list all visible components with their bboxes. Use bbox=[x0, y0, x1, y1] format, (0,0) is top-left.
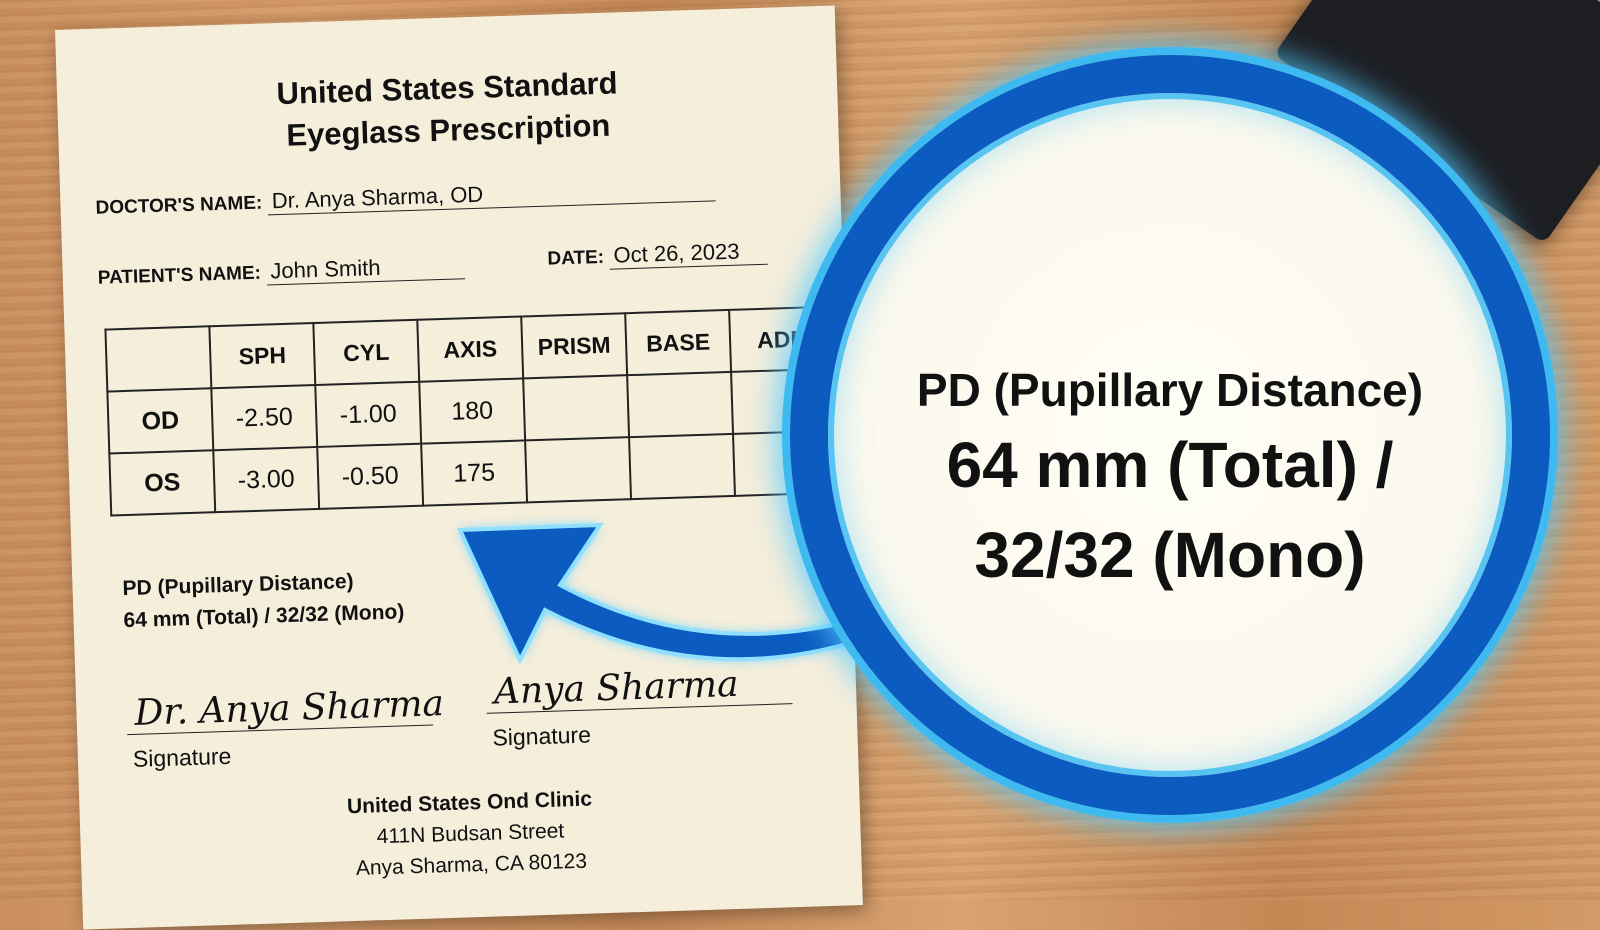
arrow-shape bbox=[456, 522, 863, 665]
callout-line1: PD (Pupillary Distance) bbox=[916, 364, 1424, 416]
pointer-arrow bbox=[456, 522, 863, 665]
callout-line3: 32/32 (Mono) bbox=[974, 519, 1366, 591]
callout-line2: 64 mm (Total) / bbox=[946, 429, 1394, 501]
magnifier-callout: PD (Pupillary Distance) 64 mm (Total) / … bbox=[790, 55, 1550, 815]
